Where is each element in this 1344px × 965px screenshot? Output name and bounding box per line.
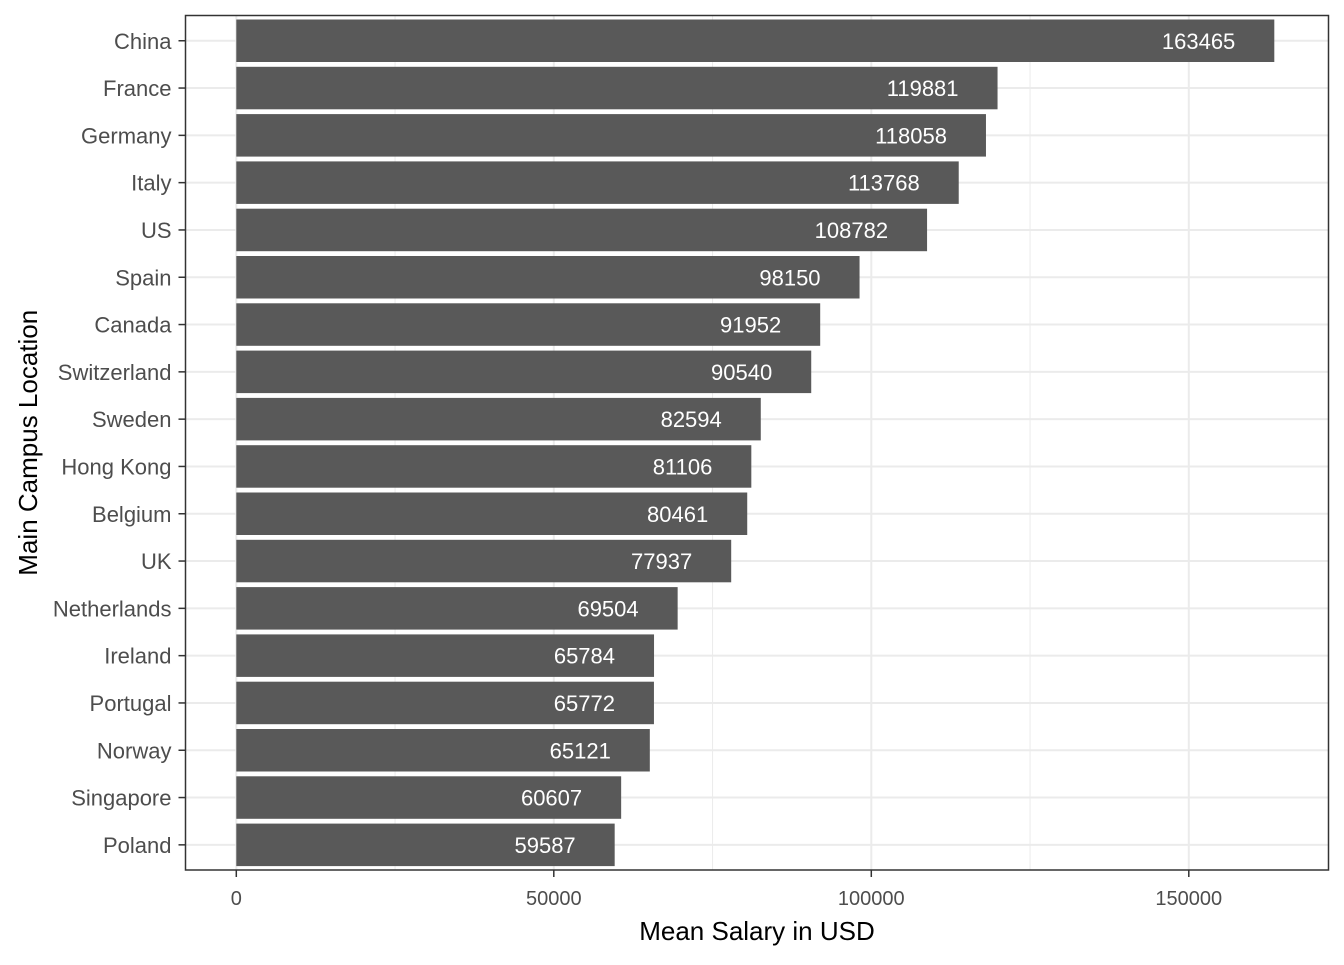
- panel-border: [184, 14, 1330, 871]
- bar: [236, 729, 650, 772]
- bar-value-label: 82594: [661, 407, 722, 432]
- y-tick-label: Hong Kong: [61, 454, 171, 479]
- bar-value-label: 81106: [653, 454, 713, 479]
- bar: [236, 350, 812, 394]
- bar: [236, 445, 752, 488]
- y-tick-label: Switzerland: [58, 360, 172, 385]
- x-tick-label: 100000: [838, 888, 905, 910]
- bar-value-label: 90540: [711, 360, 772, 385]
- y-axis: China France Germany Italy US Spain Canada Swit…: [53, 29, 186, 858]
- bar-value-labels: 163465 119881 118058 113768 108782 98150 91952…: [514, 29, 1235, 858]
- y-tick-label: Germany: [81, 123, 171, 148]
- bar-value-label: 108782: [815, 218, 888, 243]
- y-tick-label: Netherlands: [53, 596, 172, 621]
- bar-value-label: 60607: [521, 786, 582, 811]
- x-tick-label: 50000: [526, 888, 582, 910]
- bar: [236, 492, 748, 535]
- bar: [236, 681, 654, 725]
- bar-value-label: 98150: [759, 265, 820, 290]
- y-tick-label: Ireland: [104, 644, 171, 669]
- bar-value-label: 118058: [875, 123, 947, 148]
- bar: [236, 634, 655, 677]
- bar-value-label: 65784: [554, 644, 615, 669]
- y-tick-label: Spain: [115, 265, 171, 290]
- bar-value-label: 91952: [720, 313, 781, 338]
- y-tick-label: Belgium: [92, 502, 171, 527]
- y-tick-label: Poland: [103, 833, 172, 858]
- bar-value-label: 59587: [514, 833, 575, 858]
- x-axis-title: Mean Salary in USD: [639, 916, 875, 946]
- bar-value-label: 119881: [887, 76, 959, 101]
- bar-value-label: 80461: [647, 502, 708, 527]
- y-axis-title: Main Campus Location: [13, 310, 43, 576]
- bar-value-label: 77937: [631, 549, 692, 574]
- y-tick-label: Canada: [94, 313, 172, 338]
- y-tick-label: Italy: [131, 171, 171, 196]
- y-tick-label: UK: [141, 549, 172, 574]
- bar: [236, 397, 761, 441]
- x-axis: 0 50000 100000 150000: [231, 870, 1222, 910]
- bar: [236, 776, 622, 819]
- bar: [236, 161, 959, 204]
- bar-value-label: 65121: [550, 738, 611, 763]
- bar: [236, 114, 986, 157]
- bar: [236, 587, 678, 630]
- bar: [236, 208, 928, 252]
- bar: [236, 823, 615, 867]
- bar-value-label: 163465: [1162, 29, 1235, 54]
- y-tick-label: Portugal: [90, 691, 172, 716]
- bar: [236, 303, 821, 346]
- y-tick-label: Sweden: [92, 407, 172, 432]
- bar: [236, 256, 860, 299]
- bar: [236, 66, 998, 110]
- x-tick-label: 150000: [1155, 888, 1222, 910]
- bar-value-label: 69504: [577, 596, 638, 621]
- y-tick-label: Norway: [97, 738, 172, 763]
- bar: [236, 539, 732, 583]
- bar: [236, 19, 1275, 62]
- bar-value-label: 113768: [848, 171, 920, 196]
- bars: [236, 19, 1275, 867]
- y-tick-label: Singapore: [71, 786, 171, 811]
- y-tick-label: China: [114, 29, 172, 54]
- bar-value-label: 65772: [554, 691, 615, 716]
- y-tick-label: France: [103, 76, 171, 101]
- x-tick-label: 0: [231, 888, 242, 910]
- y-tick-label: US: [141, 218, 172, 243]
